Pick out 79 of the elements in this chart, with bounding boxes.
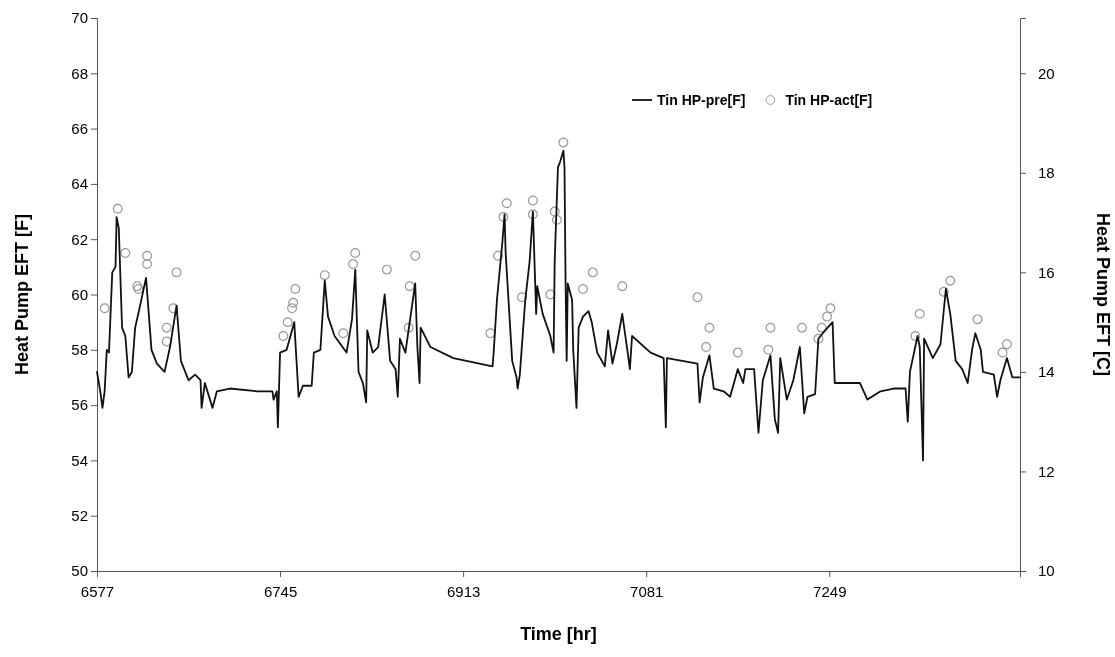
x-tick-label: 7081: [630, 582, 664, 600]
point: [816, 322, 827, 333]
y-tick-label: 70: [71, 9, 88, 27]
point: [403, 322, 414, 333]
y-tick-label: 50: [71, 562, 88, 580]
point: [704, 322, 715, 333]
y-tick-label: 58: [71, 341, 88, 359]
y2-tick-label: 12: [1038, 462, 1055, 480]
line-series: [96, 149, 1021, 462]
y-tick-label: 60: [71, 285, 88, 303]
x-tick-label: 6577: [80, 582, 115, 600]
y-axis-title: Heat Pump EFT [F]: [12, 214, 32, 375]
point: [485, 328, 496, 339]
point: [558, 137, 569, 148]
y2-tick-label: 20: [1038, 64, 1055, 82]
point: [910, 331, 921, 341]
point: [171, 267, 182, 278]
point: [99, 303, 110, 314]
y-tick-label: 54: [71, 451, 88, 469]
legend-label: Tin HP-pre[F]: [657, 92, 746, 108]
y2-tick-label: 16: [1038, 263, 1055, 281]
y-tick-label: 64: [71, 175, 88, 193]
point: [142, 250, 153, 261]
point: [142, 259, 153, 270]
point: [161, 322, 172, 333]
point: [551, 214, 562, 225]
point: [120, 248, 131, 258]
point: [997, 347, 1008, 358]
point: [938, 286, 949, 297]
point: [493, 250, 503, 261]
y2-axis-title: Heat Pump EFT [C]: [1093, 212, 1113, 377]
x-tick-label: 6745: [263, 582, 298, 600]
point: [813, 333, 824, 344]
y-tick-label: 62: [71, 230, 88, 248]
point: [972, 314, 983, 325]
point: [587, 267, 598, 278]
point: [945, 275, 956, 286]
point: [112, 203, 123, 214]
x-tick-label: 6913: [446, 582, 481, 600]
point: [825, 303, 836, 314]
point: [350, 248, 361, 258]
point: [338, 328, 349, 339]
point: [822, 311, 833, 322]
point: [701, 342, 712, 352]
point: [517, 292, 527, 303]
y2-tick-label: 10: [1038, 562, 1055, 580]
point: [763, 344, 774, 355]
point: [765, 322, 776, 333]
point: [287, 303, 298, 314]
y-tick-label: 68: [71, 64, 88, 82]
point: [527, 209, 538, 220]
y2-tick-label: 14: [1038, 363, 1055, 381]
point: [732, 347, 743, 358]
point: [797, 322, 808, 333]
point: [914, 308, 925, 319]
point: [404, 281, 415, 292]
point: [348, 259, 359, 270]
point: [288, 297, 299, 308]
point: [282, 317, 293, 328]
point: [549, 206, 560, 217]
x-axis-title: Time [hr]: [520, 624, 597, 644]
legend-label: Tin HP-act[F]: [785, 92, 873, 108]
point: [498, 212, 509, 223]
point: [290, 284, 301, 294]
x-tick-label: 7249: [813, 582, 847, 600]
point: [527, 195, 538, 206]
y2-tick-label: 18: [1038, 164, 1055, 182]
point: [617, 281, 628, 292]
y-tick-label: 66: [71, 119, 88, 137]
point: [381, 264, 392, 275]
point: [578, 284, 588, 294]
point: [278, 331, 289, 341]
point: [692, 292, 703, 303]
point: [501, 198, 512, 209]
y-tick-label: 52: [71, 507, 88, 524]
point: [319, 270, 330, 281]
point: [410, 250, 421, 261]
y-tick-label: 56: [71, 396, 88, 414]
point: [1001, 339, 1012, 350]
